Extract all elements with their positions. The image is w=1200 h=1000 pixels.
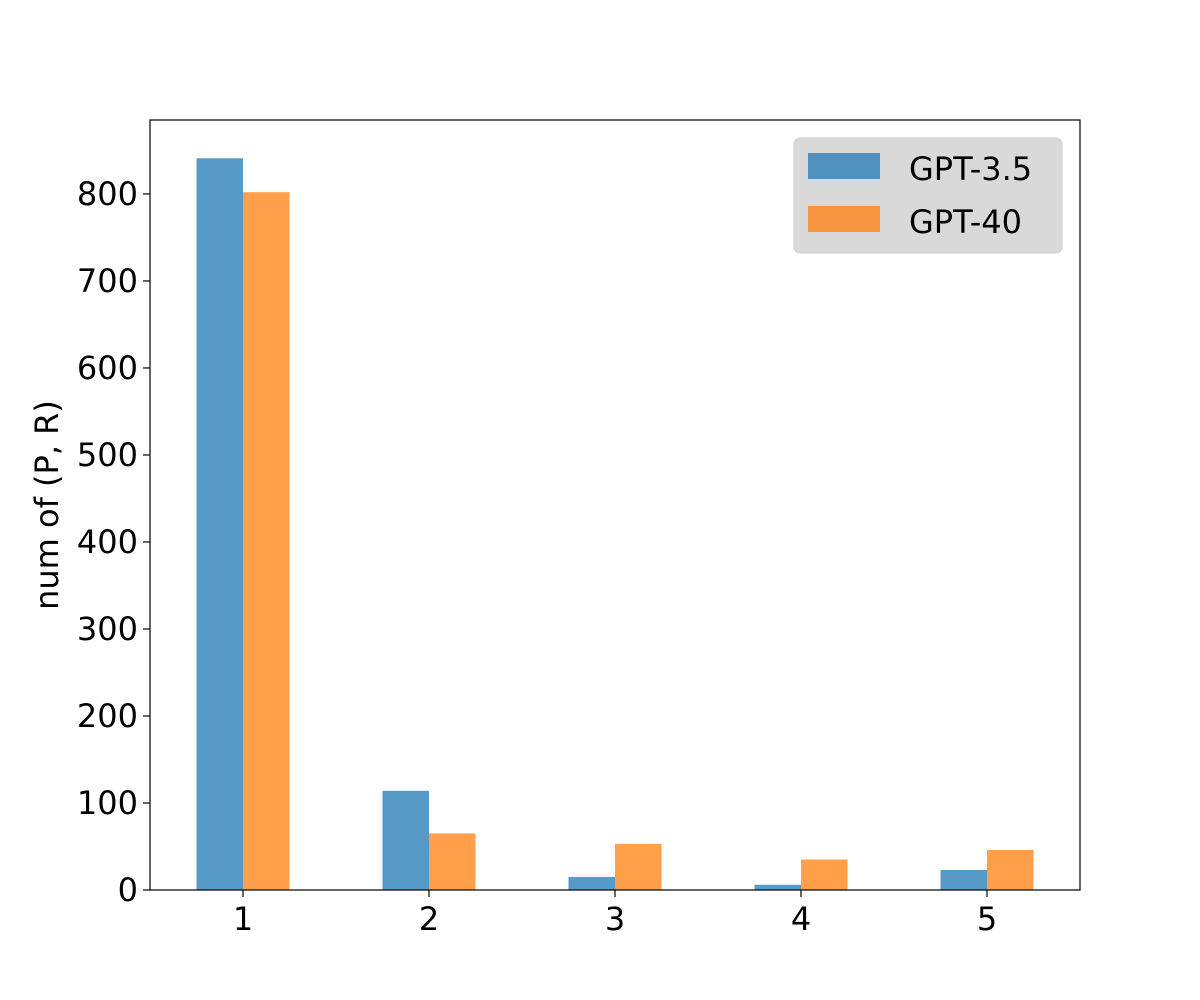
bar-series-0-cat-4 xyxy=(754,884,801,890)
x-tick-label: 4 xyxy=(791,900,811,938)
y-tick-label: 800 xyxy=(77,175,138,213)
bars-group xyxy=(196,158,1034,891)
bar-series-1-cat-3 xyxy=(615,843,662,890)
y-axis-ticks: 0 100 200 300 400 500 600 700 800 xyxy=(77,175,150,909)
x-tick-label: 2 xyxy=(419,900,439,938)
bar-series-1-cat-1 xyxy=(243,192,290,890)
y-tick-label: 400 xyxy=(77,523,138,561)
bar-series-0-cat-5 xyxy=(940,869,987,890)
legend-label-gpt35: GPT-3.5 xyxy=(909,150,1032,188)
y-tick-label: 700 xyxy=(77,262,138,300)
y-tick-label: 500 xyxy=(77,436,138,474)
bar-series-1-cat-4 xyxy=(801,859,848,890)
legend: GPT-3.5 GPT-40 xyxy=(793,137,1063,254)
bar-series-0-cat-3 xyxy=(568,876,615,890)
bar-series-1-cat-5 xyxy=(987,849,1034,890)
y-tick-label: 600 xyxy=(77,349,138,387)
y-tick-label: 200 xyxy=(77,697,138,735)
legend-label-gpt40: GPT-40 xyxy=(909,203,1022,241)
legend-swatch-gpt40 xyxy=(808,206,880,232)
y-tick-label: 0 xyxy=(118,871,138,909)
y-tick-label: 300 xyxy=(77,610,138,648)
x-tick-label: 5 xyxy=(977,900,997,938)
y-axis-label: num of (P, R) xyxy=(28,400,66,610)
y-tick-label: 100 xyxy=(77,784,138,822)
x-tick-label: 3 xyxy=(605,900,625,938)
bar-series-0-cat-2 xyxy=(382,790,429,890)
bar-series-0-cat-1 xyxy=(196,158,243,891)
x-tick-label: 1 xyxy=(233,900,253,938)
bar-series-1-cat-2 xyxy=(429,833,476,890)
x-axis-ticks: 1 2 3 4 5 xyxy=(233,890,997,938)
legend-swatch-gpt35 xyxy=(808,153,880,179)
